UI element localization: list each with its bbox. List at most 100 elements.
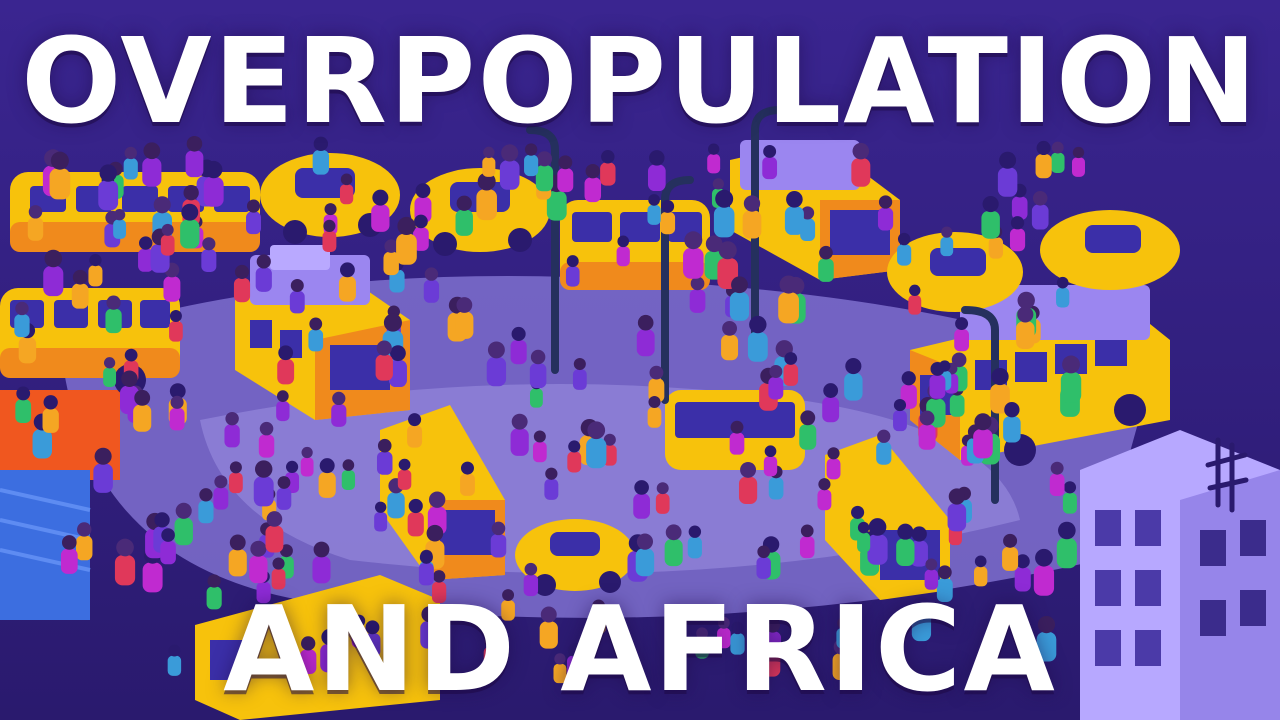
person [876, 429, 892, 465]
person [947, 488, 967, 532]
person [1009, 216, 1026, 252]
person [826, 447, 841, 480]
person [312, 136, 330, 175]
person [896, 523, 915, 566]
person [198, 488, 214, 524]
person [174, 502, 193, 546]
person [93, 447, 113, 493]
person [867, 518, 888, 565]
person [729, 276, 750, 321]
person [762, 144, 778, 180]
person [120, 370, 139, 415]
person [229, 461, 243, 494]
person [535, 151, 554, 192]
person [660, 199, 676, 235]
person [565, 255, 580, 287]
person [633, 480, 650, 519]
person [910, 526, 928, 567]
person [586, 421, 607, 469]
person [258, 421, 275, 458]
person [375, 340, 393, 381]
person [818, 245, 834, 282]
person [490, 521, 507, 558]
person [544, 467, 559, 500]
person [318, 458, 336, 498]
person [499, 144, 520, 190]
person [1031, 190, 1049, 230]
person [27, 205, 44, 241]
person [799, 410, 817, 450]
person [940, 226, 954, 257]
person [636, 314, 655, 357]
person [246, 199, 261, 235]
person [338, 262, 356, 302]
person [1002, 533, 1019, 571]
person [851, 142, 871, 187]
person [648, 365, 665, 403]
person [918, 410, 936, 450]
person [265, 511, 284, 553]
person [783, 352, 799, 386]
person [1050, 141, 1065, 174]
person [799, 524, 815, 559]
person [857, 521, 871, 553]
person [1003, 402, 1021, 443]
person [664, 524, 683, 567]
person [388, 345, 407, 388]
person [707, 143, 721, 174]
person [98, 164, 119, 211]
person [320, 628, 340, 673]
person [1072, 146, 1085, 177]
person [1056, 276, 1070, 308]
person [407, 413, 423, 448]
person [300, 446, 314, 477]
person [730, 621, 745, 655]
person [364, 620, 381, 658]
person [160, 223, 175, 256]
person [778, 275, 799, 324]
person [990, 367, 1010, 414]
person [407, 498, 424, 537]
person [383, 239, 399, 276]
person [138, 236, 154, 272]
person [1049, 461, 1065, 496]
person [14, 301, 30, 338]
person [206, 574, 222, 610]
person [524, 143, 539, 177]
person [572, 358, 587, 390]
person [482, 146, 496, 177]
person [973, 413, 993, 459]
title-line-2: AND AFRICA [223, 580, 1057, 718]
person [713, 189, 735, 238]
person [756, 545, 771, 579]
person [289, 278, 305, 314]
person [817, 478, 832, 511]
person [1014, 554, 1031, 592]
person [908, 284, 922, 315]
person [844, 358, 863, 401]
person [523, 562, 539, 597]
person [113, 209, 127, 239]
crowd [14, 136, 1085, 687]
person [1062, 481, 1077, 514]
person [476, 172, 497, 221]
person [185, 136, 204, 178]
person [75, 522, 93, 561]
person [929, 362, 946, 399]
person [105, 295, 122, 334]
person [60, 535, 78, 574]
person [510, 326, 527, 365]
person [647, 194, 661, 225]
person [123, 146, 138, 180]
bus-bottom-left [195, 575, 440, 720]
person [738, 461, 758, 505]
person [312, 541, 331, 584]
person [683, 231, 704, 279]
person [822, 383, 840, 423]
person [180, 203, 200, 249]
street-lamps [526, 106, 999, 504]
taxi-4 [1040, 210, 1180, 290]
person [847, 654, 862, 687]
person [142, 142, 162, 187]
person [729, 420, 745, 455]
